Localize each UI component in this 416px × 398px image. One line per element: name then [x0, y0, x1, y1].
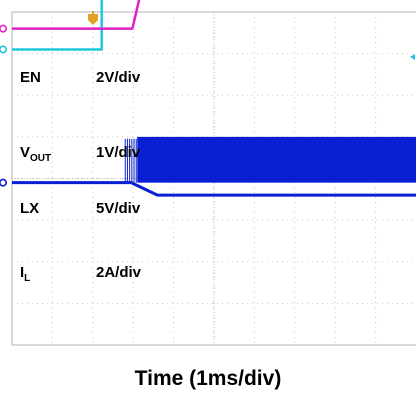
channel-name-lx: LX — [20, 200, 39, 217]
trace-lx-band — [137, 136, 416, 183]
trigger-marker — [88, 14, 98, 25]
channel-marker-lx — [0, 178, 7, 187]
trace-vout — [12, 0, 141, 30]
channel-scale-en: 2V/div — [96, 69, 141, 86]
x-axis-label: Time (1ms/div) — [134, 367, 282, 390]
channel-scale-vout: 1V/div — [96, 144, 141, 161]
channel-scale-il: 2A/div — [96, 264, 142, 281]
channel-name-en: EN — [20, 69, 41, 86]
scope-chart: EN 2V/div VOUT 1V/div LX 5V/div IL 2A/div — [0, 0, 416, 346]
channel-scale-lx: 5V/div — [96, 200, 141, 217]
channel-name-il: IL — [20, 264, 30, 284]
channel-name-vout: VOUT — [20, 144, 51, 164]
level-marker — [410, 54, 415, 60]
channel-marker-en — [0, 45, 7, 54]
trace-en — [12, 0, 103, 51]
channel-marker-vout — [0, 24, 7, 33]
trace-lx — [12, 181, 416, 197]
